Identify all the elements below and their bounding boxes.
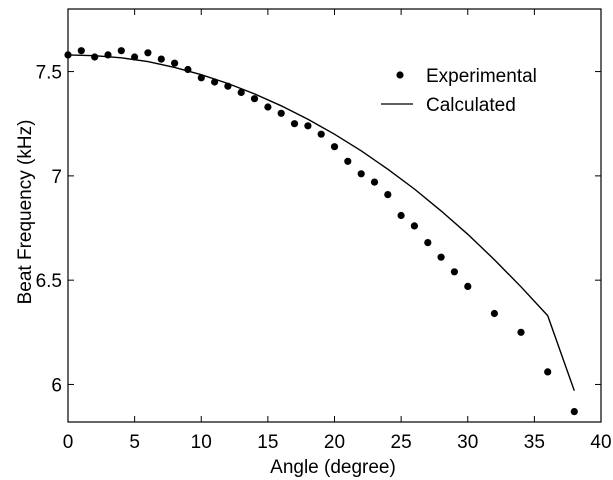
x-tick-label: 25	[391, 432, 412, 453]
experimental-data-point	[424, 239, 432, 247]
x-tick-label: 10	[191, 432, 212, 453]
experimental-data-point	[171, 59, 179, 67]
legend-calculated-label: Calculated	[426, 95, 516, 116]
experimental-data-point	[157, 55, 165, 63]
experimental-data-point	[357, 170, 365, 178]
experimental-data-point	[224, 82, 232, 90]
x-tick-label: 20	[324, 432, 345, 453]
experimental-data-point	[517, 328, 525, 336]
y-axis-label: Beat Frequency (kHz)	[15, 120, 36, 305]
legend: Experimental Calculated	[362, 46, 552, 128]
experimental-data-point	[437, 253, 445, 261]
experimental-data-point	[250, 95, 259, 103]
x-axis-ticks: 0 5 10 15 20 25 30 35 40	[63, 9, 612, 453]
experimental-data-point	[117, 47, 125, 55]
experimental-data-point	[197, 74, 205, 82]
calculated-series-line	[67, 54, 575, 391]
experimental-data-point	[317, 130, 325, 138]
experimental-data-point	[344, 157, 352, 165]
experimental-data-point	[410, 222, 418, 230]
experimental-data-point	[184, 65, 192, 74]
experimental-data-point	[144, 49, 152, 57]
legend-experimental-label: Experimental	[426, 66, 537, 87]
legend-experimental-marker	[396, 71, 404, 79]
calculated-line-layer	[67, 54, 575, 391]
x-tick-label: 40	[590, 432, 611, 453]
experimental-data-point	[330, 143, 339, 151]
experimental-data-point	[77, 47, 85, 55]
x-tick-label: 0	[63, 432, 74, 453]
y-tick-label: 7	[51, 167, 62, 188]
experimental-data-point	[91, 53, 99, 61]
experimental-data-point	[397, 211, 405, 220]
experimental-marker-layer	[64, 47, 578, 416]
experimental-data-point	[264, 103, 272, 111]
experimental-data-point	[211, 78, 219, 86]
experimental-data-point	[290, 120, 299, 128]
x-tick-label: 5	[129, 432, 140, 453]
x-axis-label: Angle (degree)	[270, 457, 396, 478]
experimental-data-point	[464, 282, 472, 290]
x-tick-label: 15	[257, 432, 278, 453]
experimental-data-point	[64, 51, 72, 59]
y-tick-label: 6.5	[36, 271, 62, 292]
experimental-data-point	[370, 178, 379, 186]
legend-box	[362, 46, 552, 128]
experimental-data-point	[131, 53, 139, 61]
experimental-data-point	[384, 191, 392, 199]
y-tick-label: 6	[51, 375, 62, 396]
experimental-data-point	[570, 408, 578, 416]
experimental-data-point	[104, 51, 112, 59]
experimental-data-point	[544, 368, 552, 376]
y-axis-ticks: 6 6.5 7 7.5	[36, 63, 601, 396]
y-tick-label: 7.5	[36, 63, 62, 84]
experimental-data-point	[490, 309, 498, 318]
x-tick-label: 35	[524, 432, 545, 453]
experimental-data-point	[277, 109, 285, 117]
experimental-data-point	[450, 268, 458, 276]
experimental-data-point	[237, 88, 245, 96]
experimental-data-point	[304, 122, 312, 130]
x-tick-label: 30	[457, 432, 478, 453]
